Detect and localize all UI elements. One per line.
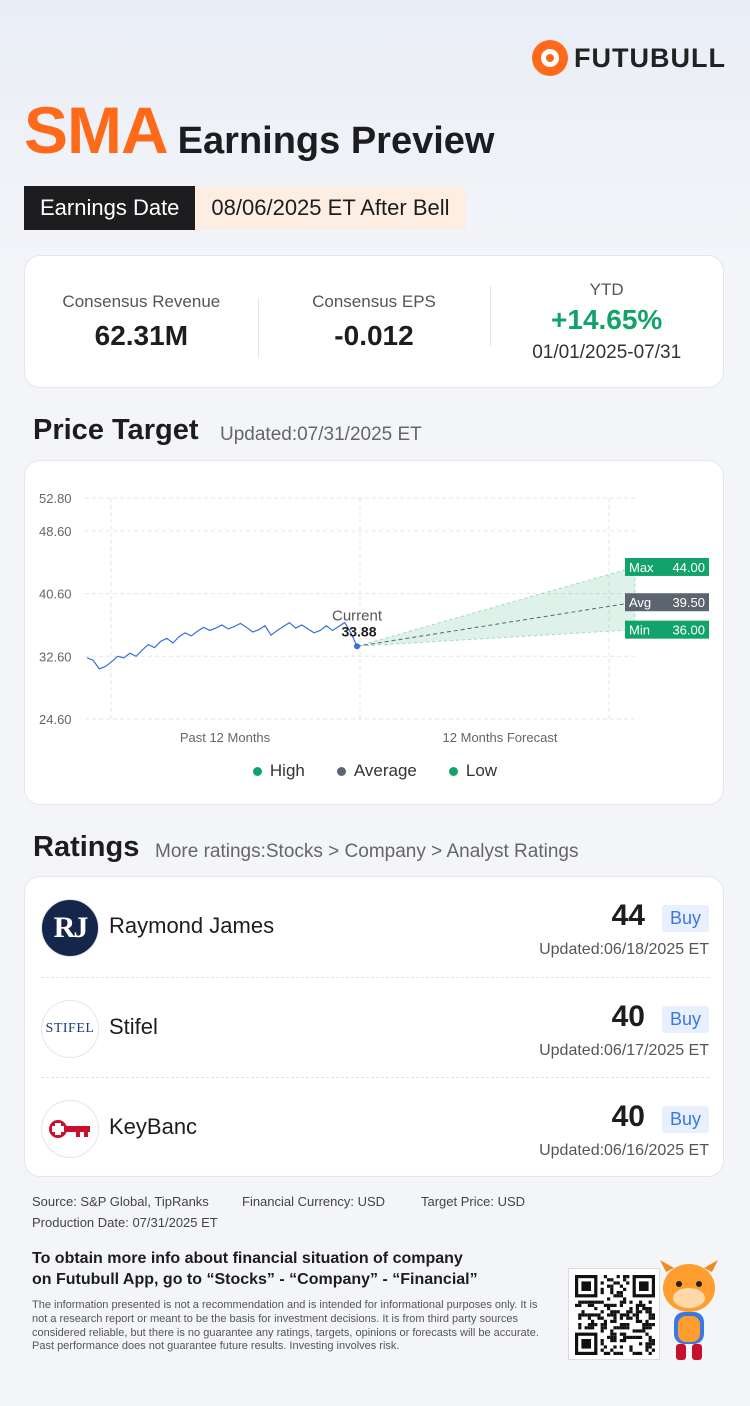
- y-tick-label: 52.80: [39, 491, 72, 506]
- ytd-label: YTD: [589, 279, 624, 299]
- cta-line-2: on Futubull App, go to “Stocks” - “Compa…: [32, 1271, 478, 1288]
- page-title: SMA Earnings Preview: [24, 92, 494, 168]
- rating-row[interactable]: RJ Raymond James 44 Buy Updated:06/18/20…: [41, 877, 709, 977]
- consensus-revenue: Consensus Revenue 62.31M: [25, 292, 258, 352]
- earnings-date-label: Earnings Date: [24, 186, 196, 230]
- firm-name: KeyBanc: [109, 1114, 198, 1139]
- ticker: SMA: [24, 93, 169, 167]
- key-icon: [49, 1120, 90, 1138]
- rating-updated: Updated:06/16/2025 ET: [539, 1142, 709, 1159]
- price-target-title: Price Target: [33, 414, 199, 446]
- price-target-updated: Updated:07/31/2025 ET: [220, 424, 422, 445]
- footer-source: Source: S&P Global, TipRanks: [32, 1194, 209, 1209]
- footer-target-price: Target Price: USD: [421, 1194, 526, 1209]
- rating-badge: Buy: [661, 905, 709, 932]
- bull-mascot-icon: [660, 1260, 718, 1360]
- legend-high: High: [252, 761, 305, 781]
- brand-name: FUTUBULL: [574, 42, 726, 73]
- rating-updated: Updated:06/17/2025 ET: [539, 1042, 709, 1059]
- max-target-tag: Max 44.00: [625, 557, 709, 576]
- disclaimer: The information presented is not a recom…: [32, 1299, 539, 1353]
- current-label: Current: [332, 607, 383, 624]
- rating-row[interactable]: KeyBanc 40 Buy Updated:06/16/2025 ET: [41, 1077, 709, 1177]
- futubull-logo: FUTUBULL: [532, 40, 726, 76]
- revenue-label: Consensus Revenue: [62, 291, 221, 311]
- footer-production-date: Production Date: 07/31/2025 ET: [32, 1215, 218, 1230]
- legend-low-dot-icon: [448, 766, 458, 776]
- x-label-forecast: 12 Months Forecast: [443, 730, 558, 745]
- avg-target-tag: Avg 39.50: [625, 593, 709, 612]
- consensus-card: Consensus Revenue 62.31M Consensus EPS -…: [24, 255, 724, 388]
- earnings-date-value: 08/06/2025 ET After Bell: [195, 186, 466, 230]
- price-target-chart: 52.80 48.60 40.60 32.60 24.60 Current 33.88 …: [24, 460, 724, 805]
- more-ratings-link[interactable]: More ratings:Stocks > Company > Analyst …: [155, 841, 579, 862]
- firm-name: Stifel: [109, 1014, 158, 1039]
- raymond-james-logo-icon: RJ: [41, 899, 99, 957]
- x-label-past: Past 12 Months: [180, 730, 271, 745]
- cta-line-1: To obtain more info about financial situ…: [32, 1250, 463, 1267]
- revenue-value: 62.31M: [94, 319, 189, 351]
- legend-high-label: High: [269, 761, 305, 780]
- forecast-range-area: [356, 566, 636, 647]
- chart-legend: High Average Low: [25, 761, 725, 781]
- footer-currency: Financial Currency: USD: [242, 1194, 386, 1209]
- legend-average: Average: [336, 761, 417, 781]
- title-text: Earnings Preview: [177, 120, 495, 162]
- avg-label: Avg: [629, 595, 651, 610]
- current-price-point: [354, 643, 360, 650]
- firm-name: Raymond James: [109, 913, 275, 938]
- current-value: 33.88: [341, 623, 376, 639]
- ratings-card: RJ Raymond James 44 Buy Updated:06/18/20…: [24, 876, 724, 1177]
- rj-logo-text: RJ: [53, 911, 89, 944]
- ytd: YTD +14.65% 01/01/2025-07/31: [490, 280, 723, 364]
- stifel-logo-icon: STIFEL: [41, 1000, 99, 1058]
- min-label: Min: [629, 623, 650, 638]
- rating-updated: Updated:06/18/2025 ET: [539, 941, 709, 958]
- ytd-range: 01/01/2025-07/31: [532, 341, 682, 363]
- stifel-logo-text: STIFEL: [45, 1021, 95, 1036]
- cta-text: To obtain more info about financial situ…: [32, 1248, 532, 1290]
- eps-label: Consensus EPS: [312, 291, 436, 311]
- earnings-date: Earnings Date 08/06/2025 ET After Bell: [24, 186, 466, 230]
- y-tick-label: 32.60: [39, 649, 72, 664]
- min-value: 36.00: [672, 623, 705, 638]
- price-history-line: [86, 621, 358, 670]
- forecast-average-line: [356, 601, 636, 647]
- rating-badge: Buy: [661, 1106, 709, 1133]
- consensus-eps: Consensus EPS -0.012: [257, 291, 491, 358]
- legend-high-dot-icon: [252, 766, 262, 776]
- legend-low: Low: [448, 761, 498, 781]
- qr-code-icon[interactable]: [568, 1268, 660, 1360]
- legend-average-label: Average: [353, 761, 417, 780]
- ytd-value: +14.65%: [551, 303, 663, 335]
- y-tick-label: 48.60: [39, 524, 72, 539]
- rating-target: 44: [611, 899, 645, 932]
- avg-value: 39.50: [672, 595, 705, 610]
- rating-row[interactable]: STIFEL Stifel 40 Buy Updated:06/17/2025 …: [41, 977, 709, 1077]
- legend-low-label: Low: [465, 761, 498, 780]
- ratings-title: Ratings: [33, 831, 140, 863]
- max-value: 44.00: [672, 560, 705, 575]
- max-label: Max: [629, 560, 654, 575]
- keybanc-key-icon: [41, 1100, 99, 1158]
- rating-target: 40: [611, 1000, 645, 1033]
- futubull-mark-icon: [532, 40, 569, 76]
- y-tick-label: 40.60: [39, 587, 72, 602]
- rating-target: 40: [611, 1100, 645, 1133]
- qr-code-graphic: [575, 1275, 655, 1355]
- eps-value: -0.012: [334, 319, 414, 351]
- y-tick-label: 24.60: [39, 712, 72, 727]
- legend-average-dot-icon: [336, 766, 346, 776]
- rating-badge: Buy: [661, 1006, 709, 1033]
- min-target-tag: Min 36.00: [625, 620, 709, 639]
